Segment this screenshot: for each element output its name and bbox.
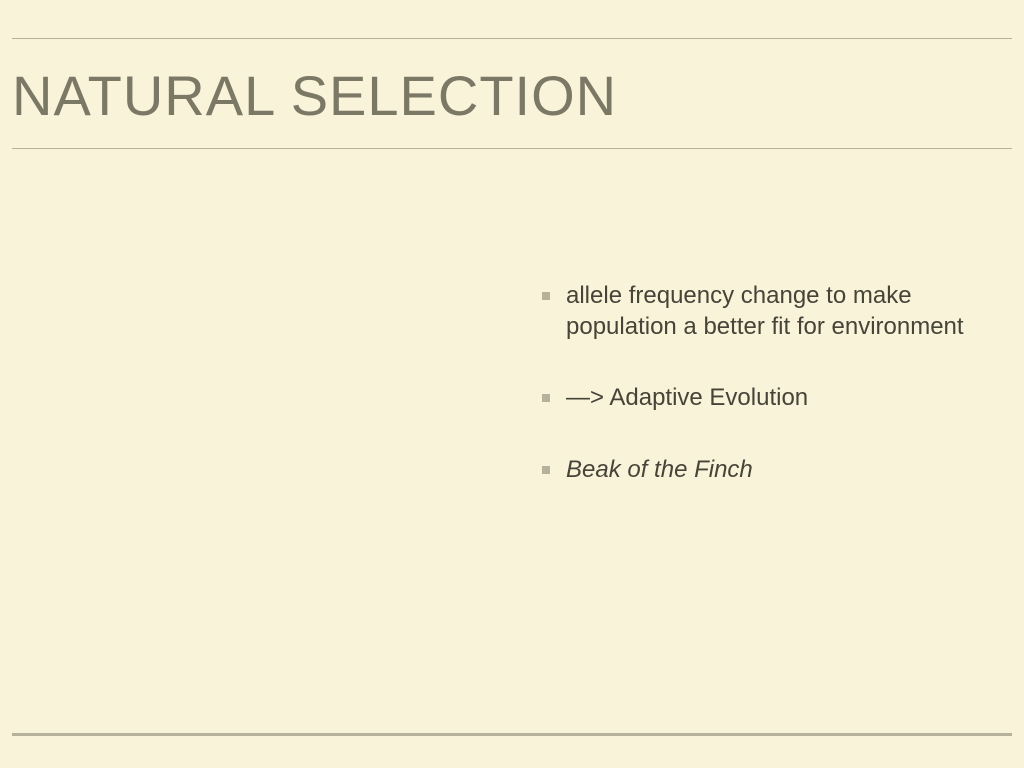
page-title: NATURAL SELECTION: [12, 63, 1012, 128]
list-item: Beak of the Finch: [542, 454, 972, 485]
slide: NATURAL SELECTION allele frequency chang…: [12, 0, 1012, 768]
bullet-list: allele frequency change to make populati…: [542, 280, 972, 485]
mid-rule: [12, 148, 1012, 149]
content-area: allele frequency change to make populati…: [542, 280, 972, 525]
list-item: allele frequency change to make populati…: [542, 280, 972, 342]
list-item: —> Adaptive Evolution: [542, 382, 972, 413]
bullet-text: allele frequency change to make populati…: [566, 282, 964, 340]
bottom-rule: [12, 733, 1012, 736]
top-rule: [12, 38, 1012, 39]
bullet-text: Beak of the Finch: [566, 456, 753, 483]
bullet-text: —> Adaptive Evolution: [566, 384, 808, 411]
